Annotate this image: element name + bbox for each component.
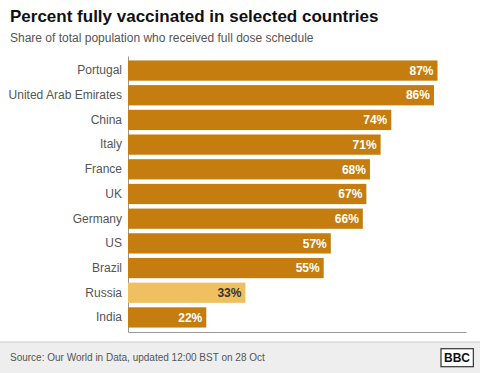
y-tick: Italy [100,137,122,151]
data-label: 57% [303,237,327,251]
bar [128,110,391,130]
y-tick: India [96,310,122,324]
y-tick-label: France [85,162,123,176]
y-tick: China [91,113,123,127]
y-tick: US [105,236,122,250]
y-tick: UK [105,187,122,201]
y-tick-label: UK [105,187,122,201]
bars [128,60,438,327]
y-tick: Russia [85,286,122,300]
data-label: 33% [217,286,241,300]
data-label: 55% [296,261,320,275]
y-tick-label: Brazil [92,261,122,275]
data-label: 22% [178,311,202,325]
y-tick: France [85,162,123,176]
logo: BBC [441,349,473,367]
data-labels: 22% 33% 55% 57% 66% 67% 68% 71% 74% 86% 87% [178,64,434,325]
data-label: 68% [342,163,366,177]
footer-border [0,342,480,343]
x-axis-line [129,332,467,333]
footer-background [0,342,480,373]
title: Percent fully vaccinated in selected cou… [10,7,378,26]
data-label: 74% [363,113,387,127]
chart: Percent fully vaccinated in selected cou… [0,0,480,373]
data-label: 71% [353,138,377,152]
y-tick-label: US [105,236,122,250]
bar [128,209,363,229]
y-axis: India Russia Brazil US Germany UK France Italy C… [9,57,129,333]
x-axis [129,332,467,333]
bar [128,283,245,303]
y-tick-label: Italy [100,137,122,151]
subtitle: Share of total population who received f… [10,31,314,45]
logo-box [441,349,473,367]
y-tick: Brazil [92,261,122,275]
data-label: 87% [410,64,434,78]
y-tick-label: Portugal [77,63,122,77]
bar [128,184,366,204]
source: Source: Our World in Data, updated 12:00… [10,352,265,363]
y-tick-label: Russia [85,286,122,300]
y-tick: Germany [73,212,122,226]
y-tick-label: China [91,113,123,127]
bar [128,159,370,179]
y-tick-label: United Arab Emirates [9,88,122,102]
bar [128,60,438,80]
y-tick: Portugal [77,63,122,77]
data-label: 67% [338,187,362,201]
bar [128,135,381,155]
y-tick-label: Germany [73,212,122,226]
footer: Source: Our World in Data, updated 12:00… [0,342,480,373]
bar [128,233,331,253]
y-tick: United Arab Emirates [9,88,122,102]
data-label: 86% [406,88,430,102]
bar [128,307,206,327]
bar [128,85,434,105]
data-label: 66% [335,212,359,226]
y-tick-label: India [96,310,122,324]
bar [128,258,324,278]
logo-text: BBC [444,351,470,365]
